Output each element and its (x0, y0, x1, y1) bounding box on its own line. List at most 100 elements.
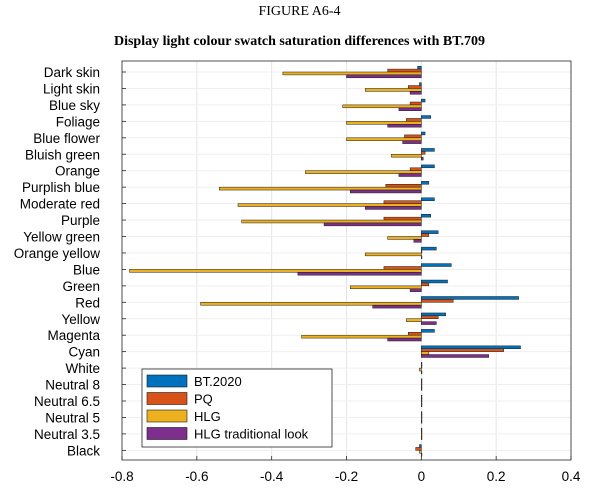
bar (421, 348, 504, 352)
bar (421, 230, 439, 234)
category-label: Green (62, 279, 100, 294)
x-tick-label: -0.8 (110, 469, 133, 484)
bar (346, 137, 422, 141)
category-label: Purple (61, 213, 100, 228)
bar (421, 384, 423, 388)
category-label: Blue flower (33, 131, 100, 146)
bar (387, 68, 422, 73)
bar (421, 354, 489, 358)
legend-swatch (146, 427, 188, 440)
bar (421, 197, 435, 201)
bar (421, 420, 423, 424)
bar (421, 233, 430, 237)
legend-label: PQ (194, 392, 213, 407)
bar (402, 140, 422, 144)
category-label: Blue (73, 262, 100, 277)
bar (407, 85, 422, 89)
chart-title: Display light colour swatch saturation d… (113, 34, 485, 49)
bar (323, 222, 422, 227)
bar (383, 200, 422, 204)
x-tick-label: -0.4 (260, 469, 284, 484)
bar (372, 304, 422, 309)
legend-label: BT.2020 (194, 374, 242, 389)
bar (421, 148, 435, 152)
legend-swatch (146, 409, 188, 423)
bar (129, 269, 422, 273)
bar (404, 134, 422, 139)
category-label: Red (75, 295, 100, 310)
category-label: Orange yellow (14, 246, 101, 261)
bar (421, 351, 430, 355)
bar (297, 272, 422, 276)
bar (282, 71, 422, 76)
bar (421, 249, 423, 254)
bar (421, 312, 446, 317)
category-label: Foliage (56, 114, 100, 129)
bar (301, 334, 422, 339)
bar (346, 74, 422, 79)
bar (421, 453, 423, 457)
bar (421, 436, 423, 440)
bar (419, 444, 422, 448)
bar (364, 88, 422, 92)
bar (409, 288, 422, 292)
category-label: Neutral 5 (45, 410, 100, 425)
legend-label: HLG traditional look (194, 427, 309, 442)
category-label: Bluish green (25, 147, 100, 162)
bar (421, 329, 435, 333)
bar (421, 255, 423, 260)
bar (241, 219, 422, 224)
legend-swatch (146, 374, 188, 388)
category-label: Neutral 6.5 (34, 394, 100, 409)
bar (406, 118, 422, 122)
category-label: Purplish blue (22, 180, 100, 195)
bar (419, 367, 422, 372)
bar (421, 315, 439, 320)
bar (305, 170, 422, 174)
bar (364, 206, 422, 210)
bar (406, 318, 422, 322)
bar (421, 115, 431, 119)
bar (421, 263, 452, 267)
legend-label: HLG (194, 409, 221, 424)
bar (421, 430, 423, 435)
bar (421, 156, 424, 161)
category-label: Moderate red (20, 197, 100, 212)
bar (409, 101, 422, 106)
legend: BT.2020 PQ HLG HLG traditional look (141, 368, 333, 448)
bar (385, 184, 422, 188)
category-label: Yellow (61, 312, 100, 327)
category-label: Dark skin (44, 65, 100, 80)
category-label: Orange (55, 164, 100, 179)
bar (346, 121, 422, 125)
bar (407, 332, 422, 336)
bar (409, 167, 422, 171)
category-label: Neutral 3.5 (34, 427, 100, 442)
bar (237, 203, 422, 207)
figure-label: FIGURE A6-4 (258, 4, 341, 19)
bar (342, 104, 422, 109)
x-tick-labels: -0.8 -0.6 -0.4 -0.2 0 0.2 0.4 (110, 469, 581, 484)
bar (421, 282, 430, 287)
bar (421, 131, 426, 136)
category-label: Magenta (47, 328, 100, 343)
bar (349, 189, 422, 194)
bar (349, 285, 422, 290)
bar (421, 345, 521, 350)
bar (421, 387, 423, 391)
bar (421, 394, 423, 399)
bar (421, 296, 519, 300)
category-label: Light skin (43, 81, 100, 96)
bar (421, 299, 454, 303)
x-tick-label: 0 (418, 469, 426, 484)
bar (421, 214, 431, 218)
bar (398, 107, 422, 111)
x-tick-label: 0.4 (562, 469, 581, 484)
bar (421, 397, 423, 402)
bar (421, 381, 423, 385)
bar (387, 236, 422, 240)
axes (121, 60, 572, 461)
bar (421, 411, 423, 415)
